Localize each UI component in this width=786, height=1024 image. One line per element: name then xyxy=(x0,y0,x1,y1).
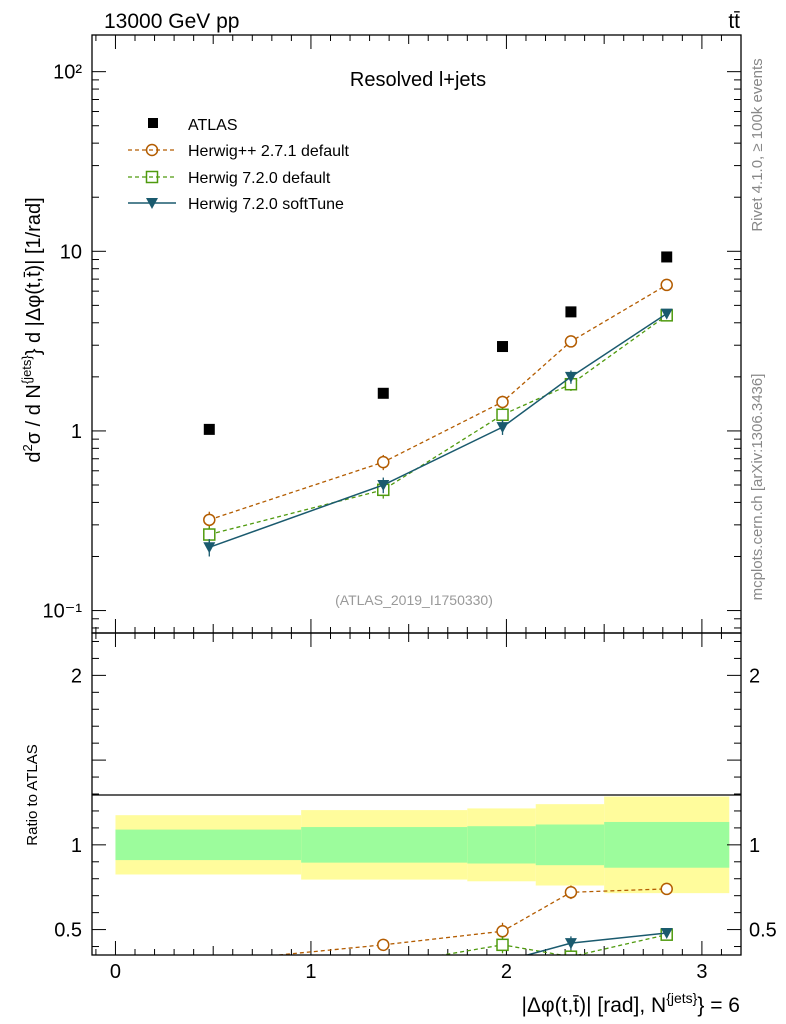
series-2-point xyxy=(660,308,673,320)
x-tick-label: 2 xyxy=(501,961,512,983)
ratio-uncertainty-band xyxy=(115,796,730,894)
legend-marker-herwig7-softtune xyxy=(146,198,158,209)
series-1-point xyxy=(496,408,509,422)
series-0-ratio-point xyxy=(377,938,390,952)
atlas-point xyxy=(661,251,673,263)
series-0-ratio-point xyxy=(204,956,215,967)
y-tick-label: 10⁻¹ xyxy=(43,601,83,623)
series-2-line xyxy=(209,312,668,549)
ratio-tick-label-right: 1 xyxy=(749,835,760,857)
series-2-ratio-point xyxy=(564,938,577,950)
series-0-ratio-point xyxy=(564,886,578,899)
band-inner-1 xyxy=(301,827,468,863)
legend-label-atlas: ATLAS xyxy=(188,117,238,134)
series-lines xyxy=(203,278,673,557)
y-tick-label: 1 xyxy=(71,421,82,443)
x-tick-label: 1 xyxy=(305,961,316,983)
svg-text:d2σ / d N{jets}} d |Δφ(t,t̄)|: d2σ / d N{jets}} d |Δφ(t,t̄)| [1/rad] xyxy=(19,197,45,462)
series-0-point xyxy=(203,513,216,527)
ratio-series-lines xyxy=(203,882,673,983)
series-0-ratio-point xyxy=(496,925,509,938)
atlas-point xyxy=(203,423,215,435)
band-inner-2 xyxy=(467,826,536,864)
ratio-tick-label-right: 2 xyxy=(749,665,760,687)
legend-marker-herwig-pp xyxy=(145,143,159,157)
legend-marker-atlas xyxy=(148,118,158,128)
series-1-line xyxy=(209,314,668,536)
x-tick-label: 0 xyxy=(110,961,121,983)
ratio-panel-frame xyxy=(91,632,742,956)
series-2-point xyxy=(564,371,577,383)
x-tick-label: 3 xyxy=(696,961,707,983)
y-tick-label: 10 xyxy=(60,241,82,263)
ratio-axis-title: Ratio to ATLAS xyxy=(24,744,41,845)
series-2-point xyxy=(203,542,216,554)
legend-marker-herwig7-default xyxy=(145,170,159,184)
series-1-ratio-point xyxy=(496,938,509,952)
series-2-point xyxy=(496,422,509,434)
ratio-tick-label-right: 0.5 xyxy=(749,920,777,942)
atlas-point xyxy=(377,387,389,399)
band-inner-4 xyxy=(604,821,730,868)
rivet-label: Rivet 4.1.0, ≥ 100k events xyxy=(749,58,766,231)
band-inner-3 xyxy=(535,824,605,866)
series-0-point xyxy=(496,395,509,409)
x-axis-title: |Δφ(t,t̄)| [rad], N{jets}} = 6 xyxy=(521,990,740,1017)
series-0-line xyxy=(209,284,668,521)
y-axis-title: d2σ / d N{jets}} d |Δφ(t,t̄)| [1/rad] xyxy=(19,197,45,462)
legend-label-herwig7-default: Herwig 7.2.0 default xyxy=(188,170,331,187)
legend-label-herwig-pp: Herwig++ 2.7.1 default xyxy=(188,143,350,160)
mcplots-label: mcplots.cern.ch [arXiv:1306.3436] xyxy=(749,374,766,601)
plot-title: Resolved l+jets xyxy=(350,69,486,91)
series-0-point xyxy=(660,278,673,292)
series-0-point xyxy=(564,335,578,348)
series-1-ratio-point xyxy=(204,965,215,976)
series-1-ratio-point xyxy=(378,960,389,971)
energy-label: 13000 GeV pp xyxy=(104,10,239,33)
ratio-tick-label-left: 1 xyxy=(71,835,82,857)
process-label: tt̄ xyxy=(728,10,740,33)
atlas-data-points xyxy=(203,251,673,435)
series-2-ratio-point xyxy=(660,927,673,939)
series-2-ratio-point xyxy=(203,972,215,983)
atlas-point xyxy=(565,306,577,318)
series-0-ratio-point xyxy=(660,882,673,896)
series-1-point xyxy=(203,528,216,541)
analysis-label: (ATLAS_2019_I1750330) xyxy=(335,592,493,608)
atlas-point xyxy=(497,341,509,353)
svg-text:|Δφ(t,t̄)| [rad], N{jets}} = 6: |Δφ(t,t̄)| [rad], N{jets}} = 6 xyxy=(521,990,740,1017)
series-2-point xyxy=(377,480,390,492)
series-0-point xyxy=(377,455,390,469)
legend-label-herwig7-softtune: Herwig 7.2.0 softTune xyxy=(188,196,344,213)
ratio-tick-label-left: 0.5 xyxy=(54,920,82,942)
legend: ATLAS Herwig++ 2.7.1 default Herwig 7.2.… xyxy=(128,117,350,213)
axis-ticks: 10⁻¹ 1 10 10² 0 1 2 3 0.5 0.5 1 1 2 2 xyxy=(43,35,777,983)
series-2-ratio-line xyxy=(524,932,667,955)
y-tick-label: 10² xyxy=(53,62,82,84)
band-inner-0 xyxy=(115,829,302,861)
ratio-tick-label-left: 2 xyxy=(71,665,82,687)
series-2-ratio-point xyxy=(377,957,389,968)
series-1-ratio-point xyxy=(564,950,578,955)
